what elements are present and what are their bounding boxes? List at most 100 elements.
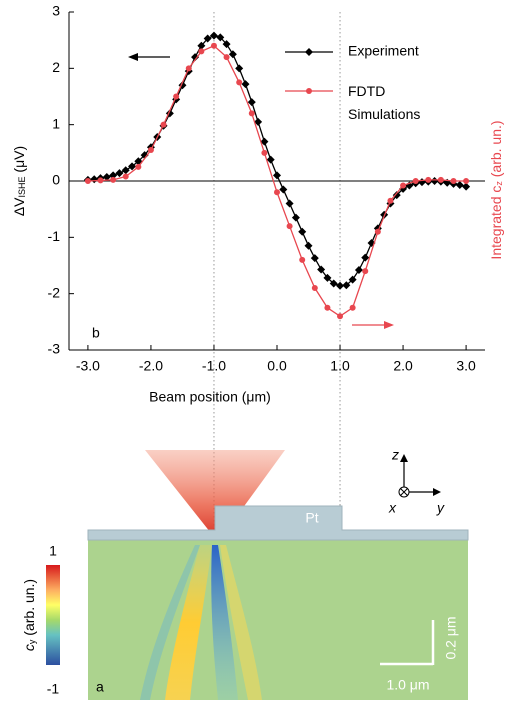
data-point xyxy=(84,178,91,184)
legend-marker xyxy=(305,48,313,56)
pt-layer xyxy=(87,505,469,541)
data-point xyxy=(298,227,307,236)
data-point xyxy=(354,266,363,275)
colorbar-max: 1 xyxy=(49,543,57,559)
data-point xyxy=(291,213,300,222)
axis-y-label: y xyxy=(436,500,445,516)
scale-y-label: 0.2 μm xyxy=(443,616,459,659)
data-point xyxy=(336,281,345,290)
data-point xyxy=(299,256,306,263)
data-point xyxy=(241,80,250,89)
pt-label: Pt xyxy=(305,510,318,526)
axis-arrow xyxy=(400,454,408,462)
data-point xyxy=(317,265,326,274)
plot-area: -3 -2 -1 0 1 2 3 -3.0 -2.0 -1.0 0.0 1.0 2.0 3.0 Experi… xyxy=(48,3,485,545)
y-tick-label: 1 xyxy=(52,115,60,131)
axis-x-symbol xyxy=(400,488,408,496)
y-tick-label: 3 xyxy=(52,3,60,19)
data-point xyxy=(323,273,332,282)
data-point xyxy=(387,197,394,204)
data-point xyxy=(266,155,275,164)
data-point xyxy=(285,199,294,208)
colorbar-label: cy (arb. un.) xyxy=(21,579,38,651)
field-lobe xyxy=(220,545,262,700)
data-point xyxy=(362,268,369,275)
y-tick-label: -3 xyxy=(48,341,61,357)
panel-label: b xyxy=(92,325,100,341)
legend-entry-label: Experiment xyxy=(348,43,419,59)
data-point xyxy=(254,117,263,126)
data-point xyxy=(235,64,244,73)
x-tick-label: -3.0 xyxy=(76,358,100,374)
data-point xyxy=(261,149,268,156)
data-point xyxy=(463,178,470,184)
data-point xyxy=(197,41,206,50)
data-point xyxy=(140,151,149,160)
beam-cone xyxy=(145,450,285,542)
data-point xyxy=(374,228,381,235)
series-line xyxy=(87,34,467,287)
x-tick-label: -2.0 xyxy=(139,358,163,374)
colorbar-min: -1 xyxy=(47,681,60,697)
colorbar xyxy=(46,565,60,665)
data-point xyxy=(417,178,426,187)
field-lobe xyxy=(165,545,212,700)
data-point xyxy=(455,180,464,189)
data-point xyxy=(185,65,192,72)
data-point xyxy=(216,33,225,42)
data-point xyxy=(191,53,200,62)
figure-a: Pt 1 -1 cy (arb. un.) a 1.0 μm 0.2 μm z … xyxy=(21,447,469,700)
data-point xyxy=(121,166,130,175)
y-tick-label: 2 xyxy=(52,59,60,75)
data-point xyxy=(198,48,205,55)
x-tick-label: 2.0 xyxy=(393,358,413,374)
data-point xyxy=(110,176,117,183)
x-tick-label: 0.0 xyxy=(267,358,287,374)
scale-x-label: 1.0 μm xyxy=(386,677,429,693)
axis-arrow xyxy=(433,488,441,496)
y-axis-label: ΔVISHE (μV) xyxy=(11,146,28,216)
axis-z-label: z xyxy=(391,447,399,463)
data-point xyxy=(90,175,99,184)
data-point xyxy=(147,147,154,154)
data-point xyxy=(348,275,357,284)
data-point xyxy=(173,93,180,100)
x-tick-label: 3.0 xyxy=(456,358,476,374)
data-point xyxy=(128,162,137,171)
data-point xyxy=(349,304,356,311)
y-tick-label: -2 xyxy=(48,284,61,300)
data-point xyxy=(109,171,118,180)
data-point xyxy=(247,98,256,107)
data-point xyxy=(160,121,167,128)
data-point xyxy=(310,254,319,263)
data-point xyxy=(228,50,237,59)
data-point xyxy=(329,279,338,288)
data-point xyxy=(324,304,331,311)
data-point xyxy=(400,182,407,189)
data-point xyxy=(223,54,230,61)
panel-label: a xyxy=(96,679,104,695)
data-point xyxy=(209,31,218,40)
axis-x-label: x xyxy=(388,500,397,516)
x-tick-label: 1.0 xyxy=(330,358,350,374)
data-point xyxy=(97,177,104,184)
y-tick-label: 0 xyxy=(52,172,60,188)
x-axis-label: Beam position (μm) xyxy=(149,389,271,405)
data-point xyxy=(425,176,432,183)
data-point xyxy=(210,42,217,49)
direction-arrows xyxy=(128,53,394,329)
data-point xyxy=(115,169,124,178)
data-point xyxy=(203,34,212,43)
data-point xyxy=(279,185,288,194)
data-point xyxy=(102,173,111,182)
legend-entry-label: FDTD Simulations xyxy=(348,83,421,122)
data-point xyxy=(311,285,318,292)
data-point xyxy=(392,191,401,200)
data-point xyxy=(236,79,243,86)
y-tick-label: -1 xyxy=(48,228,61,244)
data-point xyxy=(462,182,471,191)
data-point xyxy=(450,178,457,184)
data-point xyxy=(122,173,129,180)
